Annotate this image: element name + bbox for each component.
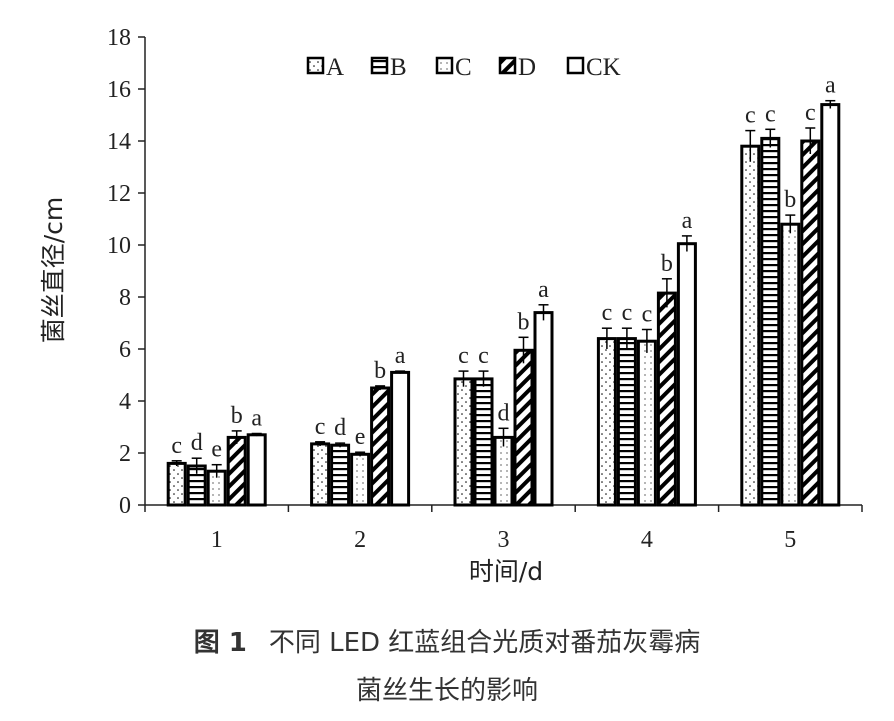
legend-swatch (566, 56, 585, 75)
bar (656, 291, 677, 507)
bar (473, 377, 494, 507)
significance-letter: c (622, 300, 633, 326)
y-tick-label: 14 (107, 129, 131, 155)
significance-letter: a (825, 73, 836, 99)
significance-letter: c (458, 343, 469, 369)
significance-letter: a (682, 208, 693, 234)
significance-letter: e (211, 437, 222, 463)
bar (330, 443, 351, 507)
significance-letter: c (171, 433, 182, 459)
y-tick-label: 10 (107, 233, 131, 259)
significance-letter: d (498, 400, 510, 426)
bar (310, 442, 331, 507)
y-tick-label: 12 (107, 181, 131, 207)
bar (390, 370, 411, 507)
bar (166, 461, 187, 507)
bar (370, 386, 391, 507)
bar (780, 222, 801, 507)
figure-caption-line-2: 菌丝生长的影响 (355, 676, 538, 706)
y-tick-label: 8 (119, 285, 131, 311)
bar (533, 311, 554, 507)
y-tick-label: 0 (119, 493, 131, 519)
significance-letter: d (191, 430, 203, 456)
significance-letter: c (602, 300, 613, 326)
significance-letter: e (355, 424, 366, 450)
bar (740, 144, 761, 507)
figure-number: 图 1 (193, 628, 247, 658)
bar (350, 452, 371, 507)
x-tick-label: 3 (498, 527, 510, 553)
legend-label: C (455, 54, 472, 81)
legend-swatch (370, 56, 389, 75)
significance-letter: c (745, 103, 756, 129)
legend-label: B (390, 54, 407, 81)
bar (636, 339, 657, 507)
x-axis-label: 时间/d (469, 557, 543, 586)
bar (616, 337, 637, 507)
significance-letter: a (395, 343, 406, 369)
significance-letter: d (334, 415, 346, 441)
bar (453, 377, 474, 507)
bar (760, 136, 781, 507)
x-tick-label: 4 (641, 527, 653, 553)
bar (493, 435, 514, 507)
y-tick-label: 16 (107, 77, 131, 103)
y-tick-label: 18 (107, 25, 131, 51)
significance-letter: a (251, 406, 262, 432)
legend-label: CK (586, 54, 621, 81)
bar (226, 435, 247, 507)
y-tick-label: 2 (119, 441, 131, 467)
y-axis-label: 菌丝直径/cm (39, 197, 68, 344)
bar (246, 433, 267, 507)
x-tick-label: 2 (354, 527, 366, 553)
figure-caption-line-1: 图 1 不同 LED 红蓝组合光质对番茄灰霉病 (0, 622, 894, 659)
significance-letter: b (231, 403, 243, 429)
y-tick-label: 6 (119, 337, 131, 363)
legend-label: D (518, 54, 536, 81)
significance-letter: c (765, 101, 776, 127)
significance-letter: c (478, 343, 489, 369)
bar (676, 242, 697, 507)
x-tick-label: 1 (211, 527, 223, 553)
legend-swatch (498, 56, 517, 75)
significance-letter: b (518, 309, 530, 335)
significance-letter: b (374, 358, 386, 384)
significance-letter: a (538, 277, 549, 303)
significance-letter: b (784, 187, 796, 213)
significance-letter: c (805, 100, 816, 126)
legend-label: A (326, 54, 344, 81)
x-tick-label: 5 (784, 527, 796, 553)
significance-letter: b (661, 251, 673, 277)
bar (820, 103, 841, 507)
bar (800, 139, 821, 507)
legend-swatch (306, 56, 325, 75)
legend-swatch (435, 56, 454, 75)
legend: A B C D CK (306, 54, 621, 81)
bar (596, 337, 617, 507)
significance-letter: c (315, 414, 326, 440)
significance-letter: c (642, 302, 653, 328)
bar (513, 348, 534, 507)
y-tick-label: 4 (119, 389, 131, 415)
caption-text-1: 不同 LED 红蓝组合光质对番茄灰霉病 (268, 628, 701, 658)
